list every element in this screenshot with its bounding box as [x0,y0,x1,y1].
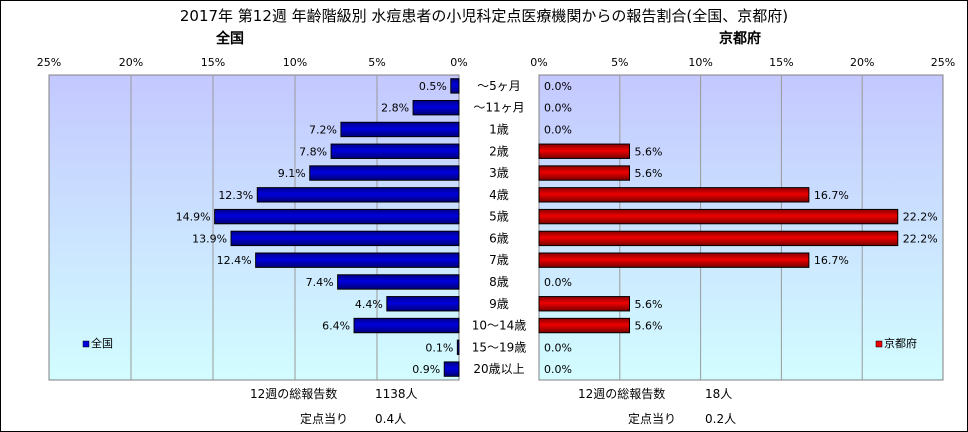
national-data-label: 7.8% [299,145,327,158]
category-label: 3歳 [489,166,509,180]
national-bar [443,361,460,377]
national-data-label: 0.5% [419,80,447,93]
national-data-label: 0.9% [412,363,440,376]
national-tick-label: 20% [119,56,143,69]
national-legend-label: 全国 [91,336,113,350]
national-total-label: 12週の総報告数 [250,387,338,401]
national-data-label: 14.9% [176,211,211,224]
kyoto-bar [538,296,630,312]
national-bar [230,230,460,247]
kyoto-data-label: 0.0% [544,341,572,354]
kyoto-bar [538,230,899,247]
national-bar [450,78,460,94]
national-data-label: 6.4% [322,320,350,333]
national-total-value: 1138人 [375,387,418,401]
kyoto-bar [538,165,630,181]
kyoto-data-label: 0.0% [544,363,572,376]
kyoto-bar [538,317,630,334]
category-label: 8歳 [489,275,509,289]
national-bar [353,317,460,334]
national-plot-area [48,74,460,381]
kyoto-bar [538,208,899,225]
national-legend-swatch [82,340,90,348]
kyoto-data-label: 16.7% [814,189,849,202]
chart-title: 2017年 第12週 年齢階級別 水痘患者の小児科定点医療機関からの報告割合(全… [179,7,789,25]
kyoto-tick-label: 20% [850,56,874,69]
kyoto-data-label: 0.0% [544,102,572,115]
category-label: 20歳以上 [473,362,524,376]
national-bar [256,187,460,203]
kyoto-tick-label: 10% [688,56,712,69]
kyoto-data-label: 5.6% [634,167,662,180]
category-label: 2歳 [489,144,509,158]
national-bar [214,208,460,225]
kyoto-tick-label: 25% [931,56,955,69]
national-data-label: 4.4% [355,298,383,311]
kyoto-data-label: 22.2% [903,211,938,224]
kyoto-per-label: 定点当り [628,412,677,426]
kyoto-tick-label: 0% [530,56,547,69]
national-tick-label: 25% [37,56,61,69]
national-tick-label: 0% [450,56,467,69]
kyoto-data-label: 0.0% [544,123,572,136]
kyoto-bar [538,143,630,159]
category-label: 9歳 [489,297,509,311]
kyoto-bar [538,187,810,203]
kyoto-data-label: 5.6% [634,298,662,311]
national-bar [255,252,460,268]
national-bar [337,274,460,290]
national-data-label: 13.9% [192,232,227,245]
national-tick-label: 15% [201,56,225,69]
national-bar [330,143,460,159]
kyoto-data-label: 22.2% [903,232,938,245]
kyoto-per-value: 0.2人 [705,412,737,426]
kyoto-data-label: 0.0% [544,80,572,93]
national-bar [340,121,460,138]
national-tick-label: 5% [368,56,385,69]
national-bar [412,99,460,116]
kyoto-data-label: 5.6% [634,320,662,333]
kyoto-bar [538,252,810,268]
kyoto-legend-swatch [875,340,883,348]
national-bar [386,296,460,312]
category-label: 15～19歳 [472,340,527,354]
category-label: ～11ヶ月 [473,101,524,115]
national-per-label: 定点当り [300,412,349,426]
kyoto-panel-title: 京都府 [719,31,761,47]
category-label: 10～14歳 [472,319,527,333]
national-data-label: 7.2% [309,123,337,136]
kyoto-total-value: 18人 [705,387,733,401]
kyoto-tick-label: 15% [769,56,793,69]
national-data-label: 12.4% [217,254,252,267]
category-label: 6歳 [489,231,509,245]
kyoto-plot-area [538,74,944,381]
national-data-label: 9.1% [278,167,306,180]
category-label: 7歳 [489,253,509,267]
kyoto-data-label: 0.0% [544,276,572,289]
category-label: 1歳 [489,122,509,136]
kyoto-legend-label: 京都府 [884,336,917,350]
national-tick-label: 10% [283,56,307,69]
category-label: ～5ヶ月 [477,79,521,93]
kyoto-tick-label: 5% [611,56,628,69]
kyoto-data-label: 5.6% [634,145,662,158]
kyoto-data-label: 16.7% [814,254,849,267]
national-bar [456,339,460,356]
category-label: 4歳 [489,188,509,202]
national-per-value: 0.4人 [375,412,407,426]
national-data-label: 0.1% [425,341,453,354]
kyoto-total-label: 12週の総報告数 [578,387,666,401]
national-data-label: 2.8% [381,102,409,115]
category-label: 5歳 [489,210,509,224]
national-data-label: 12.3% [218,189,253,202]
national-bar [309,165,460,181]
national-panel-title: 全国 [216,31,244,47]
national-data-label: 7.4% [306,276,334,289]
